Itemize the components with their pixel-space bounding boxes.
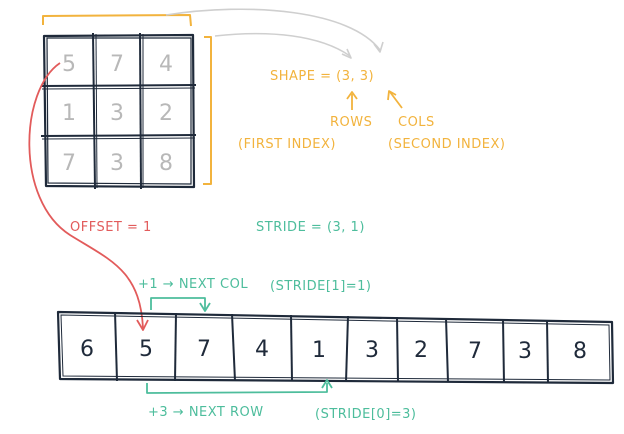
storage-cell: 7 [197, 337, 211, 362]
rows-bracket [203, 37, 211, 184]
cols-to-shape-arrow [166, 9, 380, 50]
matrix-cell: 7 [110, 52, 124, 77]
stride-label: STRIDE = (3, 1) [256, 220, 365, 235]
cols-label: COLS [398, 115, 435, 130]
matrix-cell: 4 [159, 52, 173, 77]
shape-label: SHAPE = (3, 3) [270, 69, 374, 84]
next-col-label: +1 → NEXT COL [138, 277, 248, 292]
matrix-hline-1b [42, 88, 195, 89]
next-row-label: +3 → NEXT ROW [148, 405, 264, 420]
storage-divider [291, 315, 292, 381]
stride-1-label: (STRIDE[1]=1) [270, 279, 372, 294]
matrix-cell: 1 [62, 101, 76, 126]
storage-cell: 3 [365, 338, 379, 363]
matrix-hline-2 [41, 135, 196, 136]
matrix-vline-1 [93, 33, 95, 189]
storage-cell: 1 [312, 338, 326, 363]
matrix-cell: 3 [110, 101, 124, 126]
rows-to-shape-arrow [215, 34, 350, 56]
storage-divider [232, 314, 235, 381]
storage-cell: 5 [139, 337, 153, 362]
matrix-hline-2b [42, 138, 195, 139]
matrix-vline-1b [96, 34, 97, 188]
storage-cell: 6 [80, 337, 94, 362]
storage-cell: 8 [573, 339, 587, 364]
matrix-vline-2 [140, 33, 141, 189]
matrix-view: 5 7 4 1 3 2 7 3 8 [41, 33, 196, 189]
storage-divider [397, 317, 398, 382]
matrix-cell: 3 [110, 151, 124, 176]
storage-strip: 6 5 7 4 1 3 2 7 3 8 [58, 312, 613, 383]
storage-cell: 7 [468, 339, 482, 364]
offset-label: OFFSET = 1 [70, 220, 152, 235]
storage-divider [446, 318, 448, 382]
storage-divider [346, 316, 348, 382]
next-col-bracket [151, 298, 205, 310]
storage-cell: 3 [518, 339, 532, 364]
matrix-hline-1 [41, 85, 196, 86]
storage-cell: 4 [255, 337, 269, 362]
matrix-cell: 8 [159, 151, 173, 176]
storage-cell: 2 [414, 338, 428, 363]
matrix-cell: 7 [62, 151, 76, 176]
offset-arrow [29, 63, 143, 328]
storage-divider [175, 313, 176, 381]
storage-divider [503, 319, 504, 383]
cols-bracket [43, 15, 191, 26]
storage-divider [115, 312, 117, 381]
storage-divider [547, 320, 548, 383]
rows-label: ROWS [330, 115, 372, 130]
matrix-cell: 2 [159, 101, 173, 126]
next-row-bracket [147, 383, 327, 393]
second-index-label: (SECOND INDEX) [388, 137, 505, 152]
first-index-label: (FIRST INDEX) [238, 137, 336, 152]
matrix-cell: 5 [62, 52, 76, 77]
stride-0-label: (STRIDE[0]=3) [315, 407, 417, 422]
